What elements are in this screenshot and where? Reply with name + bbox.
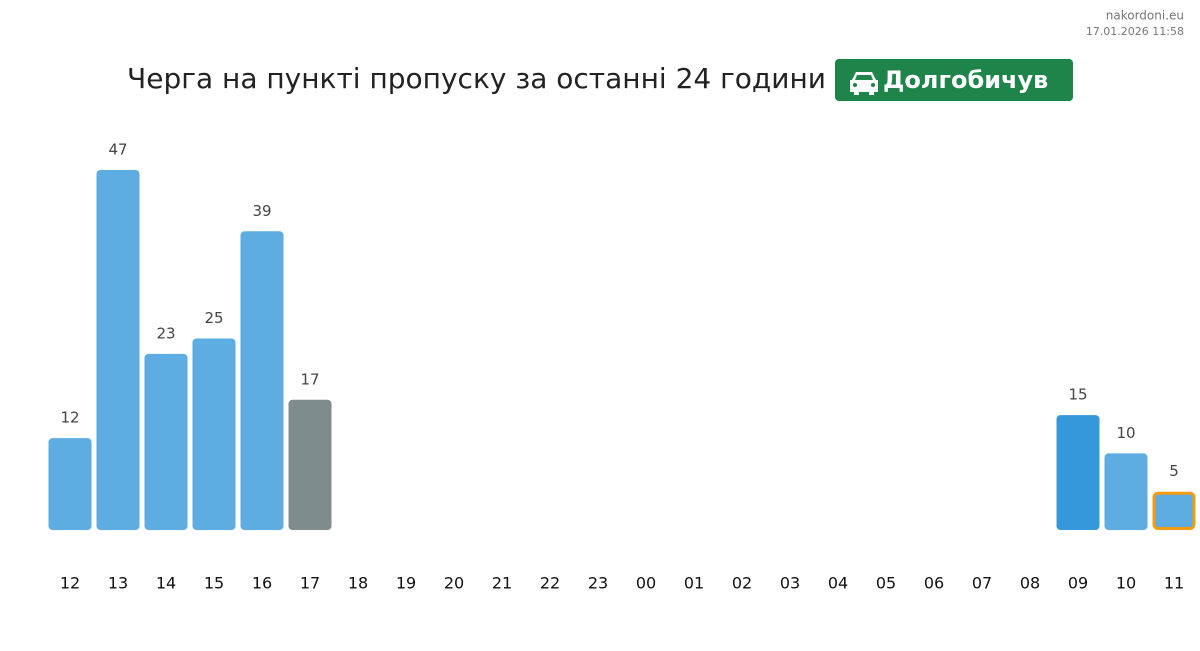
source: nakordoni.eu bbox=[1106, 9, 1184, 23]
bar bbox=[288, 399, 332, 530]
value-label: 39 bbox=[252, 202, 271, 220]
bar bbox=[240, 231, 284, 530]
bar bbox=[1056, 415, 1100, 530]
value-label: 5 bbox=[1169, 462, 1179, 480]
bar bbox=[144, 353, 188, 530]
x-tick-label: 07 bbox=[972, 574, 992, 593]
x-tick-label: 10 bbox=[1116, 574, 1136, 593]
car-icon bbox=[850, 72, 878, 95]
x-tick-label: 22 bbox=[540, 574, 560, 593]
bar bbox=[96, 170, 140, 530]
x-tick-label: 20 bbox=[444, 574, 464, 593]
bar bbox=[192, 338, 236, 530]
bar bbox=[1104, 453, 1148, 530]
value-label: 25 bbox=[204, 309, 223, 327]
chart-title: Черга на пункті пропуску за останні 24 г… bbox=[127, 62, 826, 95]
x-tick-label: 00 bbox=[636, 574, 656, 593]
timestamp: 17.01.2026 11:58 bbox=[1086, 25, 1184, 38]
x-tick-label: 06 bbox=[924, 574, 944, 593]
x-tick-label: 21 bbox=[492, 574, 512, 593]
x-tick-label: 23 bbox=[588, 574, 608, 593]
x-tick-label: 15 bbox=[204, 574, 224, 593]
x-tick-label: 12 bbox=[60, 574, 80, 593]
x-tick-label: 09 bbox=[1068, 574, 1088, 593]
x-tick-label: 01 bbox=[684, 574, 704, 593]
x-tick-label: 11 bbox=[1164, 574, 1184, 593]
x-tick-label: 08 bbox=[1020, 574, 1040, 593]
x-tick-label: 19 bbox=[396, 574, 416, 593]
value-label: 47 bbox=[108, 141, 127, 159]
value-label: 12 bbox=[60, 409, 79, 427]
x-tick-label: 03 bbox=[780, 574, 800, 593]
value-label: 10 bbox=[1116, 424, 1135, 442]
x-tick-label: 02 bbox=[732, 574, 752, 593]
x-tick-label: 16 bbox=[252, 574, 272, 593]
badge-label: Долгобичув bbox=[883, 66, 1048, 94]
x-tick-label: 04 bbox=[828, 574, 848, 593]
x-tick-label: 13 bbox=[108, 574, 128, 593]
value-label: 15 bbox=[1068, 386, 1087, 404]
x-tick-label: 05 bbox=[876, 574, 896, 593]
x-tick-label: 17 bbox=[300, 574, 320, 593]
bar bbox=[1152, 491, 1196, 530]
x-tick-label: 14 bbox=[156, 574, 176, 593]
value-label: 17 bbox=[300, 370, 319, 388]
bar bbox=[48, 438, 92, 530]
x-tick-label: 18 bbox=[348, 574, 368, 593]
badge bbox=[835, 59, 1073, 101]
value-label: 23 bbox=[156, 324, 175, 342]
